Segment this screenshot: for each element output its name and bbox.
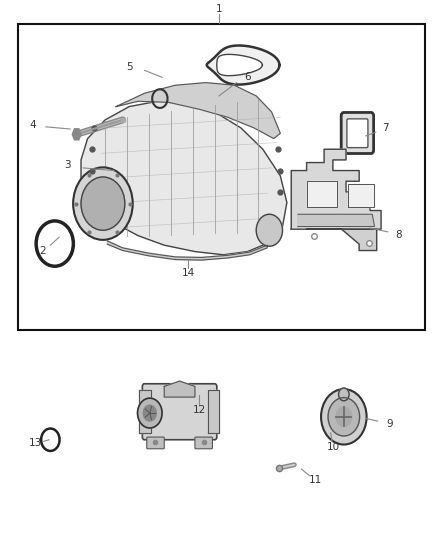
Circle shape — [256, 214, 283, 246]
Polygon shape — [116, 83, 280, 139]
Polygon shape — [72, 129, 81, 140]
Text: 13: 13 — [29, 439, 42, 448]
Circle shape — [328, 398, 360, 436]
Text: 8: 8 — [395, 230, 402, 239]
Text: 5: 5 — [126, 62, 133, 71]
Text: 11: 11 — [309, 475, 322, 484]
Text: 14: 14 — [182, 268, 195, 278]
Polygon shape — [208, 390, 219, 433]
Polygon shape — [217, 54, 262, 76]
FancyBboxPatch shape — [142, 384, 217, 440]
Text: 7: 7 — [382, 123, 389, 133]
Bar — [18, 24, 425, 330]
Polygon shape — [291, 149, 381, 229]
Polygon shape — [348, 184, 374, 207]
Text: 3: 3 — [64, 160, 71, 170]
Polygon shape — [298, 214, 374, 227]
Circle shape — [339, 388, 349, 401]
Text: 1: 1 — [215, 4, 223, 14]
Text: 9: 9 — [386, 419, 393, 429]
Circle shape — [73, 167, 133, 240]
Circle shape — [336, 407, 352, 426]
Text: 6: 6 — [244, 72, 251, 82]
Circle shape — [81, 177, 125, 230]
Polygon shape — [164, 381, 195, 397]
Polygon shape — [207, 45, 279, 85]
Circle shape — [321, 389, 367, 445]
FancyBboxPatch shape — [341, 112, 374, 154]
Polygon shape — [307, 181, 337, 207]
Text: 12: 12 — [193, 406, 206, 415]
FancyBboxPatch shape — [195, 437, 212, 449]
Polygon shape — [107, 241, 267, 260]
FancyBboxPatch shape — [347, 119, 368, 148]
Polygon shape — [307, 229, 377, 251]
Polygon shape — [81, 101, 287, 255]
Polygon shape — [139, 390, 151, 433]
Text: 4: 4 — [29, 120, 36, 130]
FancyBboxPatch shape — [147, 437, 164, 449]
Text: 10: 10 — [326, 442, 339, 451]
Text: 2: 2 — [39, 246, 46, 255]
Circle shape — [143, 405, 156, 421]
Circle shape — [138, 398, 162, 428]
